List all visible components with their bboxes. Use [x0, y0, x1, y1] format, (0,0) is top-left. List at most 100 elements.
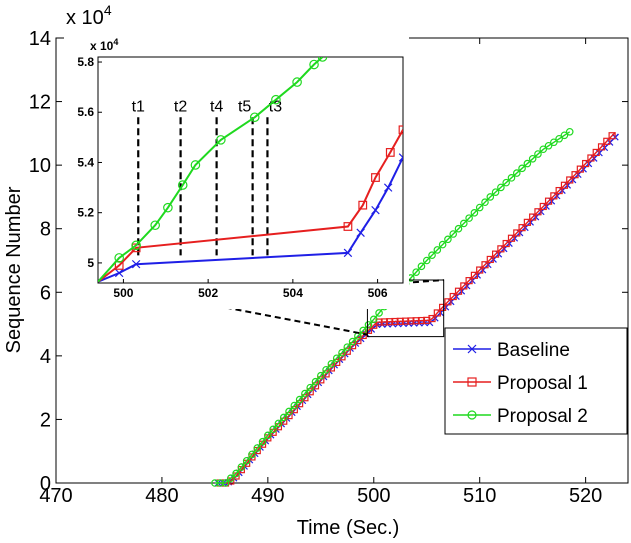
legend-label: Proposal 2 [497, 406, 588, 427]
inset-x-tick-label: 506 [368, 286, 388, 300]
x-tick-label: 520 [569, 485, 602, 507]
square-marker [560, 181, 569, 189]
square-marker [454, 287, 463, 295]
square-marker [364, 326, 373, 334]
square-marker [555, 186, 563, 195]
x-marker-stroke [398, 153, 403, 159]
x-marker [356, 228, 365, 238]
circle-marker [369, 315, 378, 324]
square-marker [502, 239, 510, 248]
inset-x-tick-label: 502 [198, 286, 218, 300]
x-marker [371, 205, 380, 215]
legend-entry-baseline: Baseline [453, 340, 570, 361]
y-exponent-power: 4 [104, 2, 112, 18]
event-label-t5: t5 [238, 98, 251, 115]
y-tick-label: 2 [40, 409, 51, 431]
square-marker [407, 317, 415, 325]
square-marker [465, 277, 473, 285]
circle-marker [211, 479, 219, 487]
circle-marker [253, 444, 262, 452]
x-marker-stroke [398, 156, 403, 162]
circle-marker [523, 159, 532, 168]
inset-series-proposal-1 [98, 125, 403, 283]
y-tick-label: 0 [40, 473, 51, 495]
square-marker [354, 336, 362, 345]
circle-marker [322, 365, 330, 374]
square-marker [476, 266, 484, 274]
inset-y-tick-label: 5.4 [77, 155, 94, 169]
circle-marker [306, 383, 315, 392]
square-marker [433, 309, 441, 317]
inset-series-group [98, 57, 403, 283]
square-marker [513, 229, 521, 237]
circle-marker [444, 235, 452, 244]
square-marker [439, 303, 447, 311]
square-marker [571, 171, 579, 179]
legend-label: Baseline [497, 340, 570, 361]
square-marker [371, 173, 380, 182]
square-marker [566, 176, 574, 184]
circle-marker [481, 198, 489, 207]
square-marker [417, 316, 426, 325]
circle-marker [177, 180, 188, 190]
y-tick-label: 8 [40, 219, 51, 241]
circle-marker [550, 138, 558, 147]
zoom-connector-line [402, 279, 444, 284]
legend: Baseline Proposal 1 Proposal 2 [444, 327, 628, 435]
square-marker [412, 317, 420, 325]
y-axis-title: Sequence Number [3, 186, 25, 353]
y-exponent-label: x 104 [66, 2, 112, 29]
x-marker [114, 268, 124, 278]
y-exponent-base: x 10 [66, 7, 104, 29]
circle-marker [295, 395, 304, 404]
legend-entry-proposal-1: Proposal 1 [453, 373, 588, 394]
square-marker [592, 148, 600, 157]
square-marker [544, 197, 553, 205]
square-marker [391, 317, 399, 326]
x-marker-stroke [343, 248, 353, 258]
circle-marker [221, 479, 230, 487]
square-marker [529, 213, 537, 221]
square-marker [428, 314, 436, 323]
circle-marker [150, 220, 160, 231]
circle-marker [258, 437, 267, 446]
circle-marker [285, 407, 293, 416]
square-marker [385, 148, 395, 157]
event-label-t1: t1 [132, 98, 145, 115]
circle-marker [465, 214, 473, 222]
circle-marker [560, 131, 569, 140]
circle-marker [491, 188, 500, 196]
legend-entry-proposal-2: Proposal 2 [453, 406, 588, 427]
circle-marker [338, 348, 346, 357]
circle-marker [226, 474, 235, 483]
circle-marker [470, 209, 479, 217]
square-marker [576, 165, 584, 173]
circle-marker [433, 246, 442, 254]
circle-marker [497, 183, 505, 192]
x-tick-label: 480 [145, 485, 178, 507]
circle-marker [467, 410, 477, 420]
circle-marker [317, 371, 325, 380]
circle-marker [343, 343, 352, 351]
circle-marker [274, 419, 283, 428]
circle-marker [348, 337, 357, 346]
circle-marker [264, 431, 272, 440]
inset-series-baseline [98, 153, 403, 283]
inset-exponent-base: x 10 [90, 39, 114, 53]
square-marker [396, 317, 404, 325]
x-marker-stroke [383, 183, 393, 192]
y-tick-label: 14 [29, 28, 51, 50]
square-marker [359, 331, 367, 340]
x-marker-stroke [131, 259, 141, 269]
circle-marker [507, 174, 516, 182]
circle-marker [449, 230, 458, 238]
y-tick-label: 10 [29, 155, 51, 177]
square-marker [550, 192, 558, 200]
x-marker [467, 344, 477, 354]
x-tick-label: 470 [39, 485, 72, 507]
inset-x-tick-label: 500 [113, 286, 133, 300]
square-marker [497, 245, 505, 253]
square-marker [449, 292, 457, 301]
circle-marker [131, 240, 141, 251]
